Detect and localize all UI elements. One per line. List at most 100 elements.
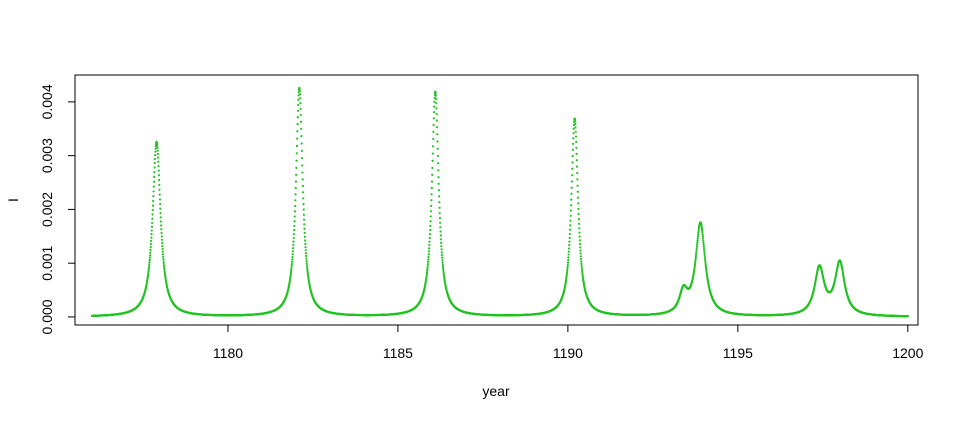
data-point	[438, 216, 442, 220]
data-point	[439, 230, 442, 233]
data-point	[429, 210, 433, 213]
data-point	[148, 263, 151, 266]
data-point	[290, 267, 293, 270]
data-point	[292, 236, 295, 240]
data-point	[701, 233, 704, 236]
data-point	[161, 244, 164, 248]
data-point	[148, 256, 152, 259]
data-point	[152, 190, 155, 193]
data-point	[573, 118, 577, 121]
data-point	[439, 221, 442, 224]
data-point	[150, 239, 153, 243]
data-point	[567, 253, 570, 256]
data-point	[569, 224, 572, 227]
x-tick-label: 1200	[892, 345, 923, 361]
data-point	[160, 231, 163, 235]
data-point	[580, 265, 583, 268]
data-point	[696, 241, 699, 244]
data-point	[162, 260, 165, 263]
data-point	[438, 206, 441, 209]
data-point	[293, 210, 297, 213]
data-point	[577, 222, 581, 225]
data-point	[302, 197, 305, 200]
data-point	[427, 255, 430, 259]
data-point	[302, 203, 305, 206]
data-point	[305, 254, 308, 258]
plot-frame	[74, 74, 919, 326]
data-point	[290, 260, 294, 263]
y-axis-label: I	[5, 198, 21, 202]
data-point	[295, 144, 299, 148]
data-point	[574, 120, 577, 123]
data-point	[581, 274, 584, 277]
data-point	[567, 256, 570, 259]
data-point	[305, 264, 309, 267]
data-point	[293, 220, 296, 223]
y-axis: 0.000 0.001 0.002 0.003 0.004	[39, 84, 76, 334]
data-point	[295, 173, 298, 176]
data-point	[441, 261, 444, 264]
data-point	[303, 231, 306, 234]
data-point	[566, 265, 569, 269]
data-point	[693, 262, 697, 265]
data-point	[153, 175, 156, 178]
data-point	[160, 224, 163, 227]
data-point	[304, 252, 308, 255]
data-point	[567, 258, 570, 262]
data-point	[147, 272, 150, 275]
data-point	[158, 183, 161, 187]
data-point	[695, 249, 698, 252]
data-point	[299, 113, 302, 117]
data-point	[702, 241, 705, 244]
data-point	[430, 180, 434, 183]
data-point	[702, 245, 705, 248]
data-point	[432, 111, 436, 114]
data-point	[567, 250, 570, 253]
data-point	[291, 250, 294, 253]
data-point	[160, 235, 163, 238]
data-point	[151, 217, 154, 220]
data-point	[148, 261, 151, 264]
data-point	[436, 133, 439, 136]
data-point	[571, 154, 574, 158]
data-point	[435, 102, 438, 105]
series-layer	[90, 86, 909, 318]
data-point	[161, 241, 164, 245]
data-point	[435, 113, 438, 116]
data-point	[148, 258, 151, 262]
data-point	[575, 146, 578, 149]
data-point	[161, 253, 165, 256]
data-point	[151, 221, 154, 224]
data-point	[440, 248, 443, 251]
data-point	[703, 249, 706, 252]
data-point	[430, 204, 433, 208]
data-point	[572, 142, 575, 145]
data-point	[154, 154, 157, 157]
data-point	[156, 146, 159, 149]
data-point	[575, 152, 578, 156]
data-point	[435, 126, 439, 129]
data-point	[298, 89, 301, 93]
data-point	[290, 262, 293, 266]
data-point	[433, 96, 436, 99]
data-point	[697, 231, 700, 234]
data-point	[292, 233, 296, 236]
data-point	[576, 184, 579, 187]
data-point	[432, 123, 435, 127]
data-point	[433, 100, 436, 103]
data-point	[300, 142, 303, 145]
data-point	[434, 92, 437, 95]
data-point	[696, 235, 700, 238]
data-point	[696, 239, 699, 242]
data-point	[431, 166, 434, 170]
data-point	[578, 239, 581, 242]
data-point	[296, 109, 300, 112]
data-point	[161, 247, 164, 251]
data-point	[568, 232, 571, 236]
data-point	[442, 269, 445, 272]
data-point	[425, 270, 429, 274]
data-point	[301, 191, 305, 194]
data-point	[566, 263, 569, 266]
data-point	[705, 268, 708, 271]
data-point	[703, 255, 706, 259]
